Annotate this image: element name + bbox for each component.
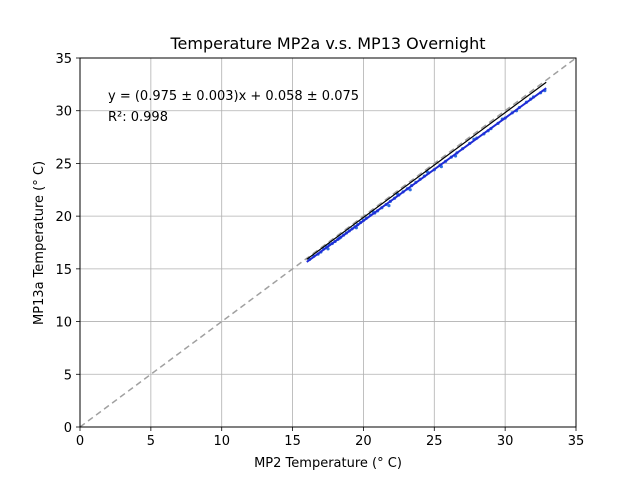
x-tick-label: 10 — [213, 434, 230, 449]
y-tick-label: 25 — [55, 157, 72, 172]
y-tick-label: 20 — [55, 210, 72, 225]
black-line — [306, 81, 547, 260]
chart-title: Temperature MP2a v.s. MP13 Overnight — [169, 34, 485, 53]
x-tick-label: 5 — [147, 434, 155, 449]
data-point — [387, 204, 391, 208]
x-tick-label: 20 — [355, 434, 372, 449]
x-tick-label: 35 — [568, 434, 585, 449]
y-tick-label: 35 — [55, 52, 72, 67]
fit-line — [306, 87, 547, 263]
x-tick-label: 15 — [284, 434, 301, 449]
grid — [79, 57, 577, 428]
y-tick-label: 5 — [64, 368, 72, 383]
x-tick-label: 25 — [426, 434, 443, 449]
y-tick-label: 30 — [55, 105, 72, 120]
y-axis-title: MP13a Temperature (° C) — [32, 161, 47, 325]
data-point — [408, 188, 412, 192]
x-tick-label: 0 — [76, 434, 84, 449]
axis-ticks: 0 5 10 15 20 25 30 35 0 5 10 15 20 25 30 35 — [55, 52, 584, 449]
r-squared-annotation: R²: 0.998 — [108, 110, 168, 125]
fit-equation-annotation: y = (0.975 ± 0.003)x + 0.058 ± 0.075 — [108, 89, 359, 104]
reference-line-layer — [79, 57, 577, 428]
reference-line — [79, 57, 577, 428]
x-axis-title: MP2 Temperature (° C) — [254, 456, 402, 471]
fit-lines-layer — [306, 81, 547, 263]
y-tick-label: 10 — [55, 316, 72, 331]
x-tick-label: 30 — [497, 434, 514, 449]
plot-frame — [79, 57, 577, 428]
y-tick-label: 0 — [64, 421, 72, 436]
y-tick-label: 15 — [55, 263, 72, 278]
